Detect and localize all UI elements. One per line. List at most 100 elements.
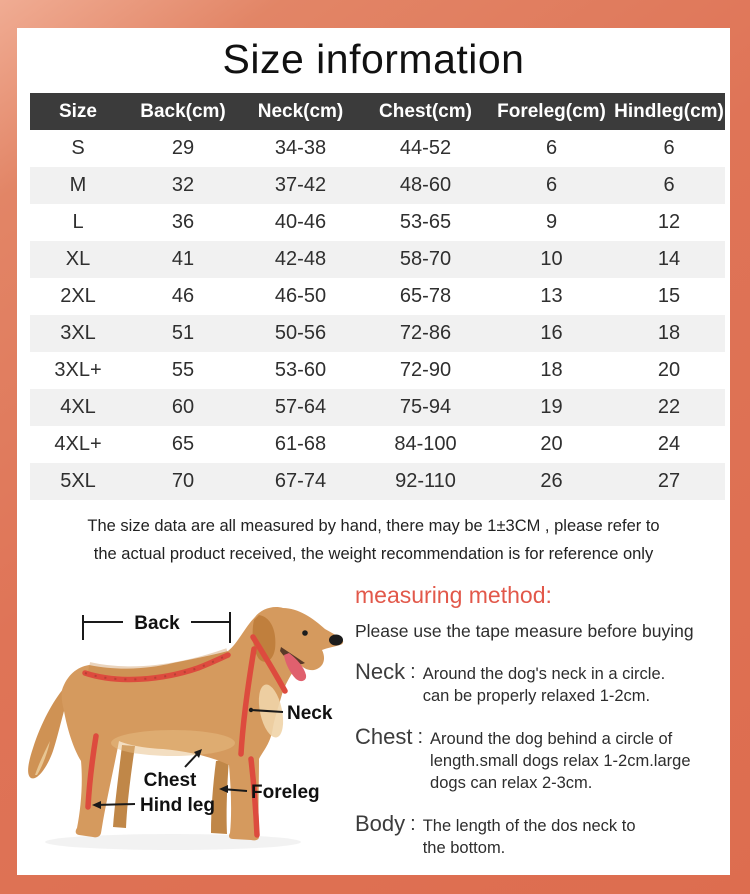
table-row: S 29 34-38 44-52 6 6 [30,130,725,167]
table-cell: 5XL [60,470,96,492]
table-cell: 46 [171,285,195,307]
table-cell: 55 [171,359,195,381]
table-cell: 20 [657,359,681,381]
table-cell: 60 [171,396,195,418]
dog-nose [329,634,343,646]
table-cell: 67-74 [274,470,327,492]
table-cell: 40-46 [274,211,327,233]
table-row: 4XL+ 65 61-68 84-100 20 24 [30,426,725,463]
table-cell: 65 [171,433,195,455]
table-row: 4XL 60 57-64 75-94 19 22 [30,389,725,426]
measuring-description: The length of the dos neck to the bottom… [422,817,636,857]
size-note-line1: The size data are all measured by hand, … [87,517,660,535]
table-cell: 3XL [60,322,96,344]
dog-measurement-illustration: Back Neck Chest Hind leg Foreleg [28,607,344,850]
table-cell: 2XL [60,285,96,307]
table-cell: 6 [663,137,675,159]
table-cell: 26 [540,470,563,492]
table-cell: 84-100 [394,433,457,455]
table-row: XL 41 42-48 58-70 10 14 [30,241,725,278]
measuring-method-heading: measuring method: [355,582,552,608]
measuring-term: Body [355,811,406,836]
table-cell: 15 [657,285,681,307]
table-cell: 42-48 [274,248,327,270]
table-cell: 9 [545,211,558,233]
table-cell: XL [65,248,91,270]
table-cell: 12 [657,211,681,233]
table-cell: 58-70 [399,248,452,270]
table-header-cell: Foreleg(cm) [490,93,613,130]
dog-diagram: Back Neck Chest Hind leg Foreleg [17,568,355,887]
table-cell: 24 [657,433,681,455]
label-chest: Chest [144,770,197,791]
table-cell: 29 [171,137,195,159]
table-cell: 46-50 [274,285,327,307]
table-cell: 34-38 [274,137,327,159]
table-cell: 53-60 [274,359,327,381]
measuring-colon: : [410,661,416,683]
table-cell: 13 [540,285,563,307]
table-cell: 41 [171,248,195,270]
table-cell: 50-56 [274,322,327,344]
table-cell: 44-52 [399,137,452,159]
table-cell: 32 [171,174,195,196]
back-dimension-line [82,612,231,643]
table-cell: 18 [657,322,681,344]
table-header-cell: Size [30,93,126,130]
table-row: 3XL 51 50-56 72-86 16 18 [30,315,725,352]
table-cell: S [71,137,85,159]
table-cell: 19 [540,396,563,418]
table-cell: 20 [540,433,563,455]
table-cell: 57-64 [274,396,327,418]
page-title: Size information [222,36,525,82]
table-cell: 72-86 [399,322,452,344]
measuring-term: Neck [355,659,406,684]
table-cell: 36 [171,211,195,233]
size-note: The size data are all measured by hand, … [17,512,730,568]
measuring-item-neck: Neck : Around the dog's neck in a circle… [355,659,726,707]
table-row: 2XL 46 46-50 65-78 13 15 [30,278,725,315]
table-row: M 32 37-42 48-60 6 6 [30,167,725,204]
table-cell: 16 [540,322,563,344]
table-cell: 3XL+ [54,359,102,381]
table-cell: 61-68 [274,433,327,455]
table-row: 5XL 70 67-74 92-110 26 27 [30,463,725,500]
table-cell: 22 [657,396,681,418]
table-cell: M [69,174,87,196]
table-cell: 92-110 [395,470,456,492]
table-cell: 51 [171,322,195,344]
table-cell: 6 [663,174,675,196]
measuring-description: Around the dog's neck in a circle. can b… [422,665,666,705]
table-cell: 18 [540,359,563,381]
size-table-header-row: Size Back(cm) Neck(cm) Chest(cm) Foreleg(cm)… [30,93,725,130]
table-cell: 4XL [60,396,96,418]
size-note-line2: the actual product received, the weight … [93,545,654,563]
measuring-item-body: Body : The length of the dos neck to the… [355,811,726,859]
table-cell: 10 [540,248,563,270]
measuring-tape [82,634,288,838]
label-foreleg: Foreleg [251,782,320,803]
bottom-section: Back Neck Chest Hind leg Foreleg mea [17,568,730,887]
label-back: Back [134,613,180,634]
table-cell: 4XL+ [54,433,102,455]
measuring-item-chest: Chest : Around the dog behind a circle o… [355,724,726,794]
table-cell: 75-94 [399,396,452,418]
size-table: Size Back(cm) Neck(cm) Chest(cm) Foreleg(cm)… [30,93,725,500]
size-table-body: S 29 34-38 44-52 6 6 M 32 37-42 48-60 6 6 L 36 40-46 53… [30,130,725,500]
measuring-term: Chest [355,724,413,749]
table-cell: 6 [545,174,558,196]
label-hind-leg: Hind leg [140,795,215,816]
table-header-cell: Back(cm) [126,93,240,130]
table-cell: 27 [657,470,681,492]
measuring-method-section: measuring method: Please use the tape me… [355,568,730,887]
table-cell: L [72,211,84,233]
table-cell: 65-78 [399,285,452,307]
table-cell: 53-65 [399,211,452,233]
label-neck: Neck [287,703,333,724]
table-cell: 48-60 [399,174,452,196]
table-cell: 37-42 [274,174,327,196]
measuring-description: Around the dog behind a circle of length… [430,730,691,792]
measuring-colon: : [410,813,416,835]
table-header-cell: Neck(cm) [240,93,361,130]
table-header-cell: Hindleg(cm) [613,93,725,130]
